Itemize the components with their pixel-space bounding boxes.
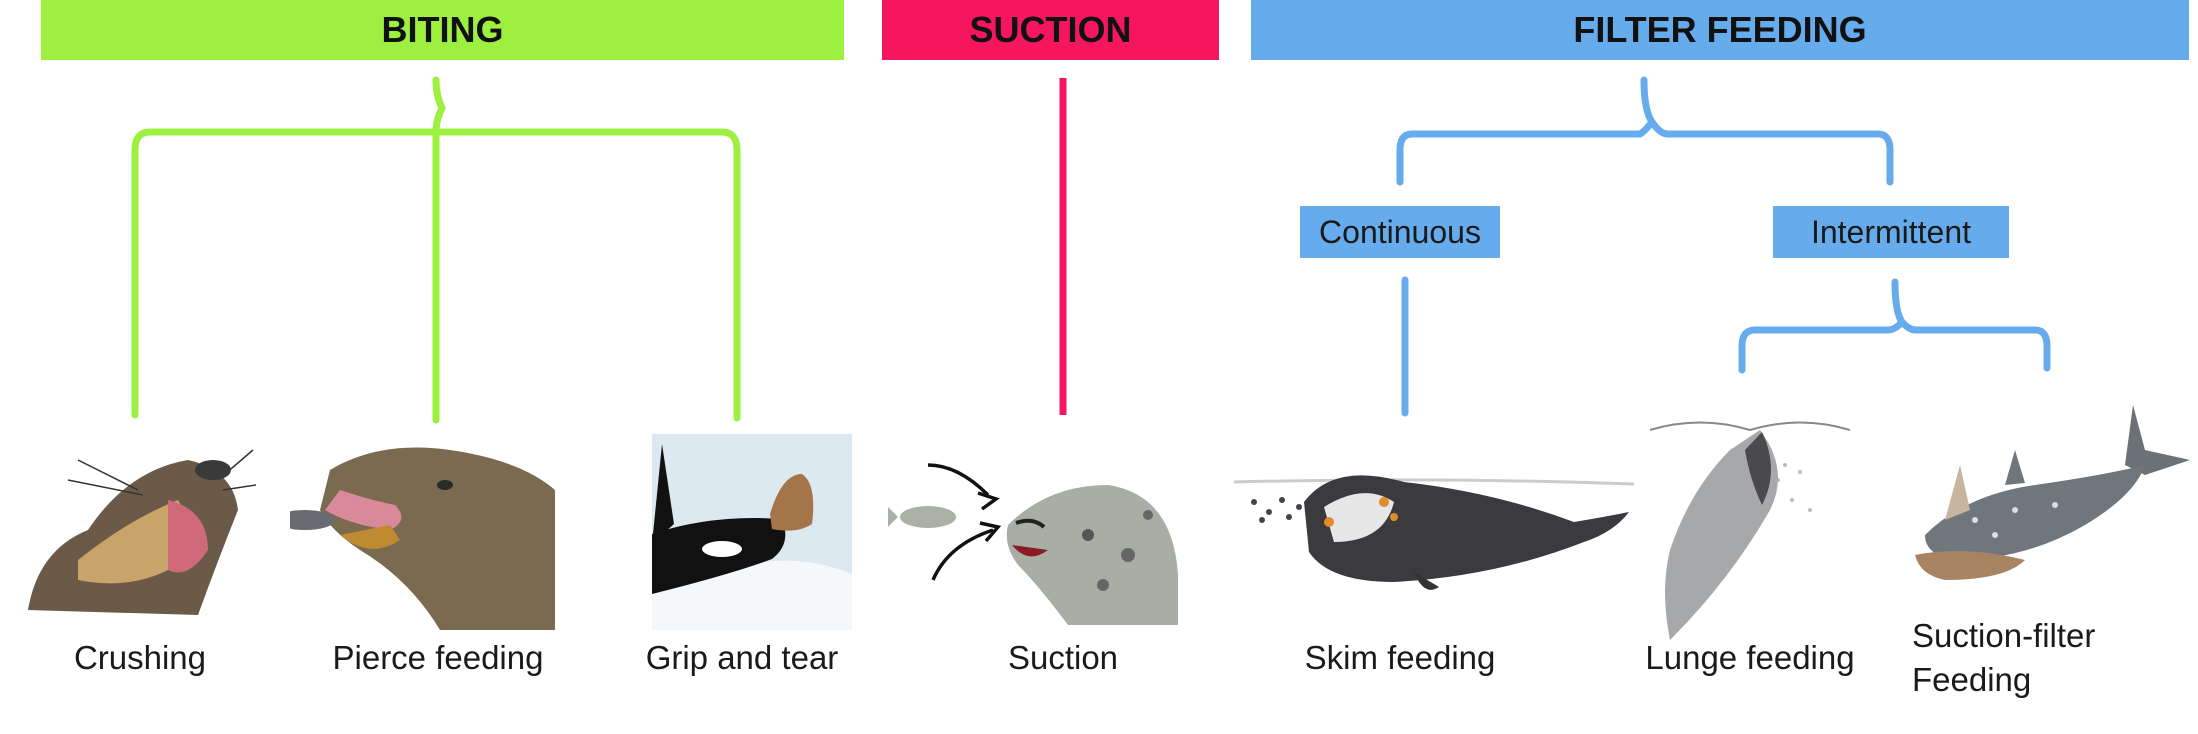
seal-suction-illustration [888,463,1178,625]
sea-lion-crushing-illustration [28,449,257,615]
mode-label-pierce-feeding: Pierce feeding [332,639,544,676]
mode-label-suction-filter-line1: Suction-filter [1912,617,2096,654]
mode-label-skim-feeding: Skim feeding [1304,639,1496,676]
biting-bracket [131,76,741,424]
orca-seal-illustration [652,434,852,630]
right-whale-illustration [1234,475,1634,590]
gray-whale-illustration [1915,405,2190,580]
filter-feeding-header: FILTER FEEDING [1251,0,2189,60]
filter-bracket [1396,76,2051,417]
suction-header: SUCTION [882,0,1219,60]
biting-header: BITING [41,0,844,60]
mode-label-suction-filter: Suction-filter Feeding [1912,614,2132,702]
mode-label-suction-filter-line2: Feeding [1912,661,2032,698]
mode-label-crushing: Crushing [73,639,207,676]
intermittent-label: Intermittent [1773,206,2009,258]
continuous-label: Continuous [1300,206,1500,258]
mode-label-lunge-feeding: Lunge feeding [1645,639,1855,676]
sea-lion-fish-illustration [290,447,555,630]
mode-label-grip-and-tear: Grip and tear [645,639,839,676]
lunging-whale-illustration [1650,421,1850,640]
mode-label-suction: Suction [1007,639,1119,676]
